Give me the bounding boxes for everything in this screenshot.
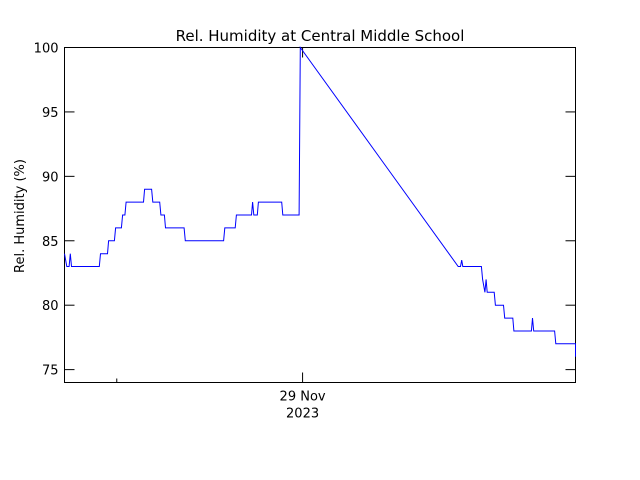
- y-tick-label: 75: [42, 364, 59, 379]
- data-series-group: [64, 45, 576, 357]
- y-tick-label: 100: [34, 42, 59, 57]
- y-tick-label: 80: [42, 299, 59, 314]
- x-tick-label-year: 2023: [286, 407, 319, 422]
- x-axis: 29 Nov 2023: [116, 47, 326, 422]
- y-axis-label: Rel. Humidity (%): [13, 159, 28, 273]
- y-tick-label: 90: [42, 170, 59, 185]
- y-tick-label: 85: [42, 235, 59, 250]
- plot-frame: [64, 47, 576, 383]
- chart-title: Rel. Humidity at Central Middle School: [176, 27, 465, 45]
- humidity-series-line: [64, 45, 576, 357]
- y-tick-label: 95: [42, 106, 59, 121]
- x-tick-label-date: 29 Nov: [280, 390, 326, 405]
- y-axis: 75 80 85 90 95 100: [34, 42, 576, 379]
